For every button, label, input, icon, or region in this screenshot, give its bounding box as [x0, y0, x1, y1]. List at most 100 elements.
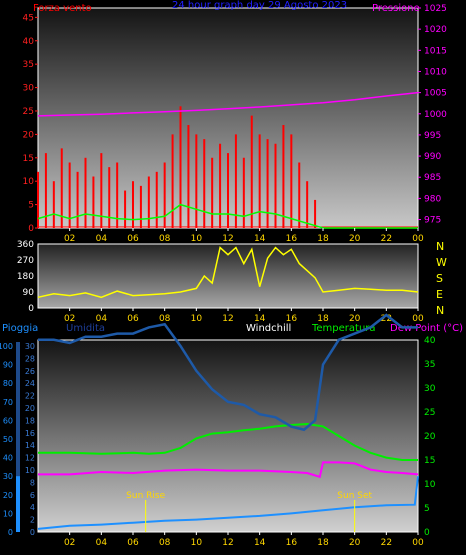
- rain-tick-label: 30: [3, 472, 13, 481]
- humidity-tick-label: 8: [30, 478, 35, 487]
- humidity-tick-label: 26: [25, 367, 35, 376]
- wind-pressure-x-tick-label: 20: [349, 234, 361, 244]
- wind-direction-x-tick-label: 06: [127, 314, 139, 324]
- humidity-tick-label: 22: [25, 392, 35, 401]
- temperature-legend: Temperatura: [311, 323, 376, 334]
- wind-pressure-x-tick-label: 22: [381, 234, 392, 244]
- pressure-tick-label: 985: [424, 173, 441, 183]
- wind-direction-x-tick-label: 08: [159, 314, 171, 324]
- chart-title: 24 hour graph day 29 Agosto 2023: [172, 0, 347, 11]
- temp-humidity-plot-area: [37, 339, 419, 533]
- temperature-tick-label: 30: [424, 384, 436, 394]
- pressure-tick-label: 1015: [424, 46, 447, 56]
- wind-direction-tick-label: 180: [17, 272, 34, 282]
- compass-direction-label: N: [436, 304, 444, 317]
- wind-pressure-x-tick-label: 16: [286, 234, 298, 244]
- temp-humidity-x-tick-label: 00: [412, 538, 424, 548]
- dewpoint-series-line: [38, 461, 419, 479]
- rain-tick-label: 10: [3, 509, 13, 518]
- temp-humidity-x-tick-label: 16: [286, 538, 298, 548]
- wind-pressure-x-tick-label: 14: [254, 234, 266, 244]
- temperature-series-line: [38, 422, 418, 461]
- humidity-tick-label: 18: [25, 416, 35, 425]
- wind-direction-x-tick-label: 16: [286, 314, 298, 324]
- rain-tick-label: 100: [0, 342, 13, 351]
- rain-tick-label: 70: [3, 398, 13, 407]
- temperature-tick-label: 25: [424, 408, 435, 418]
- humidity-tick-label: 24: [25, 379, 35, 388]
- temperature-tick-label: 5: [424, 504, 430, 514]
- pressure-tick-label: 990: [424, 152, 441, 162]
- rain-tick-label: 20: [3, 491, 13, 500]
- wind-direction-x-tick-label: 14: [254, 314, 266, 324]
- pressure-series-line: [37, 91, 419, 117]
- wind-speed-tick-label: 25: [23, 107, 34, 117]
- temp-humidity-x-tick-label: 06: [127, 538, 139, 548]
- humidity-axis-label: Umidita: [66, 323, 105, 334]
- wind-direction-x-tick-label: 00: [412, 314, 424, 324]
- wind-direction-tick-label: 90: [23, 288, 35, 298]
- chart-marks: 0510152025303540459759809859909951000100…: [0, 4, 447, 548]
- temperature-tick-label: 35: [424, 360, 435, 370]
- wind-speed-tick-label: 35: [23, 60, 34, 70]
- sun-event-label: Sun Rise: [126, 491, 165, 501]
- rain-tick-label: 80: [3, 379, 13, 388]
- rain-axis-bar: [16, 342, 20, 532]
- compass-direction-label: S: [436, 272, 443, 285]
- wind-direction-series-line: [37, 246, 419, 299]
- temp-humidity-x-tick-label: 14: [254, 538, 266, 548]
- wind-pressure-x-tick-label: 06: [127, 234, 139, 244]
- sun-event-label: Sun Set: [337, 491, 372, 501]
- temp-humidity-x-tick-label: 10: [191, 538, 203, 548]
- wind-direction-x-tick-label: 02: [64, 314, 75, 324]
- wind-speed-tick-label: 20: [23, 130, 35, 140]
- humidity-tick-label: 14: [25, 441, 35, 450]
- wind-direction-plot-area: [37, 243, 419, 309]
- humidity-tick-label: 4: [30, 503, 35, 512]
- humidity-tick-label: 10: [25, 466, 35, 475]
- humidity-tick-label: 12: [25, 454, 35, 463]
- pressure-tick-label: 975: [424, 216, 441, 226]
- humidity-tick-label: 28: [25, 354, 35, 363]
- wind-speed-tick-label: 5: [28, 201, 34, 211]
- compass-direction-label: E: [436, 288, 443, 301]
- wind-direction-tick-label: 360: [17, 240, 34, 250]
- wind-direction-tick-label: 270: [17, 256, 34, 266]
- wind-gust-series-line: [37, 203, 418, 229]
- humidity-series-line: [38, 313, 418, 432]
- temp-humidity-x-tick-label: 02: [64, 538, 75, 548]
- wind-speed-tick-label: 30: [23, 84, 35, 94]
- wind-speed-axis-label: Forza vento: [33, 3, 92, 14]
- wind-direction-x-tick-label: 10: [191, 314, 203, 324]
- wind-direction-x-tick-label: 12: [222, 314, 233, 324]
- wind-speed-tick-label: 0: [28, 224, 34, 234]
- wind-pressure-x-tick-label: 10: [191, 234, 203, 244]
- humidity-tick-label: 16: [25, 429, 35, 438]
- rain-tick-label: 50: [3, 435, 13, 444]
- wind-direction-tick-label: 0: [28, 304, 34, 314]
- wind-direction-x-tick-label: 22: [381, 314, 392, 324]
- temperature-tick-label: 0: [424, 528, 430, 538]
- pressure-tick-label: 1020: [424, 25, 447, 35]
- pressure-tick-label: 995: [424, 131, 441, 141]
- pressure-tick-label: 1010: [424, 67, 447, 77]
- wind-direction-x-tick-label: 20: [349, 314, 361, 324]
- rain-tick-label: 60: [3, 416, 13, 425]
- wind-direction-x-tick-label: 04: [96, 314, 108, 324]
- rain-tick-label: 40: [3, 454, 13, 463]
- dewpoint-legend: Dew Point (°C): [390, 323, 463, 334]
- pressure-tick-label: 1025: [424, 4, 447, 14]
- wind-speed-tick-label: 15: [23, 154, 34, 164]
- pressure-axis-label: Pressione: [372, 3, 420, 14]
- rain-series-line: [37, 476, 419, 530]
- rain-axis-fill: [16, 476, 20, 532]
- temperature-tick-label: 15: [424, 456, 435, 466]
- rain-tick-label: 90: [3, 361, 13, 370]
- wind-speed-tick-label: 40: [23, 37, 35, 47]
- humidity-tick-label: 0: [30, 528, 35, 537]
- humidity-tick-label: 30: [25, 342, 35, 351]
- wind-pressure-x-tick-label: 04: [96, 234, 108, 244]
- temperature-tick-label: 20: [424, 432, 436, 442]
